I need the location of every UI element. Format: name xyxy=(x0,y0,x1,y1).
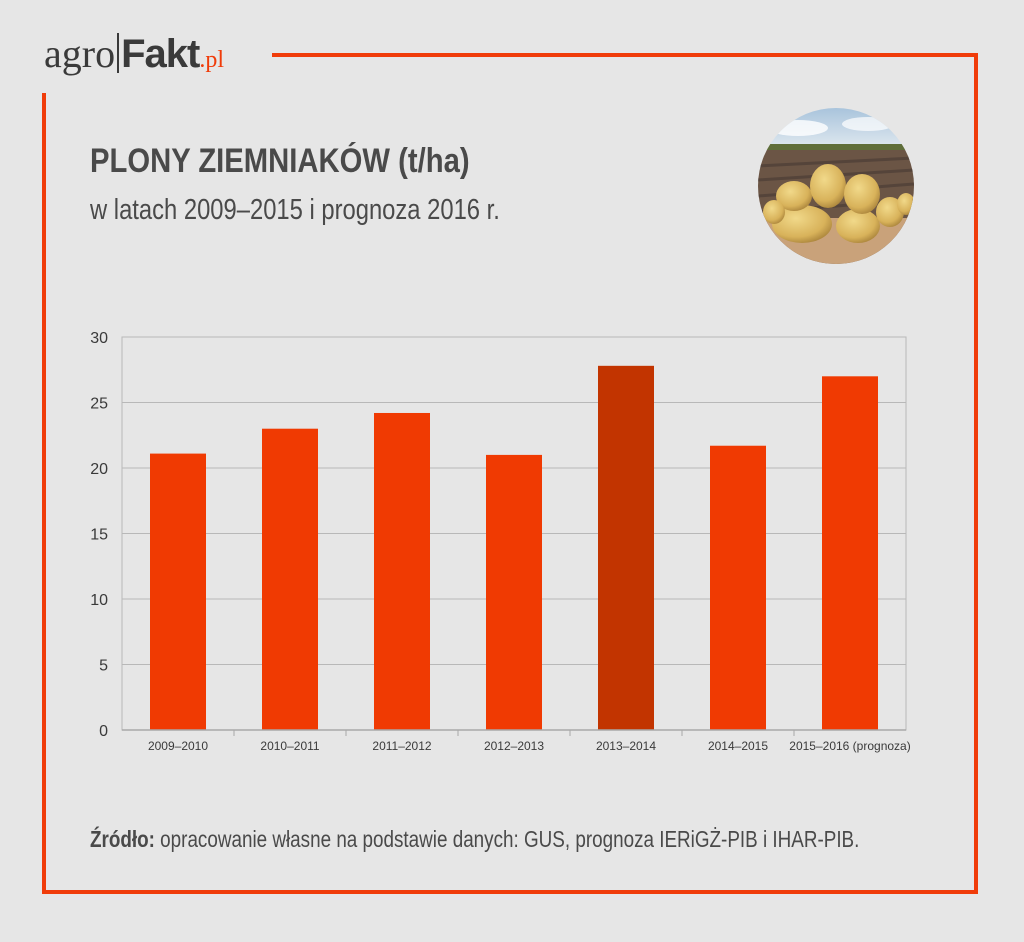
bars xyxy=(150,365,878,730)
chart-subtitle: w latach 2009–2015 i prognoza 2016 r. xyxy=(90,194,500,226)
y-tick-label: 20 xyxy=(90,461,108,478)
y-tick-label: 0 xyxy=(99,723,108,740)
bar xyxy=(262,428,318,730)
bar xyxy=(486,454,542,730)
bar xyxy=(150,453,206,730)
frame-right xyxy=(974,53,978,894)
x-tick-label: 2015–2016 (prognoza) xyxy=(789,739,910,753)
bar xyxy=(374,412,430,730)
x-tick-label: 2010–2011 xyxy=(260,739,320,753)
y-tick-label: 5 xyxy=(99,658,108,675)
frame-top xyxy=(272,53,978,57)
x-tick-label: 2014–2015 xyxy=(708,739,768,753)
logo-agro: agro xyxy=(44,31,116,76)
source-label: Źródło: xyxy=(90,826,155,852)
bar xyxy=(710,445,766,730)
frame-left xyxy=(42,93,46,894)
logo-pl: .pl xyxy=(199,47,224,73)
x-tick-label: 2013–2014 xyxy=(596,739,656,753)
y-tick-label: 25 xyxy=(90,396,108,413)
y-axis-labels: 0 5 10 15 20 25 30 xyxy=(90,330,108,740)
y-tick-label: 15 xyxy=(90,527,108,544)
x-tick-label: 2011–2012 xyxy=(372,739,432,753)
logo-separator xyxy=(117,33,120,73)
frame-bottom xyxy=(42,890,978,894)
source-text: opracowanie własne na podstawie danych: … xyxy=(154,826,860,852)
x-axis-labels: 2009–2010 2010–2011 2011–2012 2012–2013 2013… xyxy=(148,730,911,753)
bar xyxy=(598,365,654,730)
chart-title: PLONY ZIEMNIAKÓW (t/ha) xyxy=(90,142,470,180)
agrofakt-logo: agro Fakt.pl xyxy=(44,30,224,77)
x-tick-label: 2009–2010 xyxy=(148,739,208,753)
x-tick-label: 2012–2013 xyxy=(484,739,544,753)
y-tick-label: 10 xyxy=(90,592,108,609)
y-tick-label: 30 xyxy=(90,330,108,347)
source-note: Źródło: opracowanie własne na podstawie … xyxy=(90,826,859,853)
bar xyxy=(822,376,878,730)
logo-fakt: Fakt xyxy=(121,32,200,76)
